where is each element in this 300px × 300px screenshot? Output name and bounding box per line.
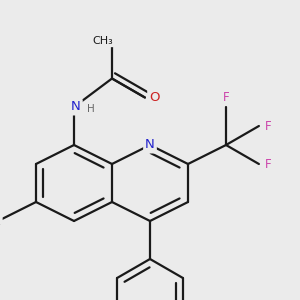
Text: CH₃: CH₃ [0,218,1,228]
Text: N: N [145,139,155,152]
Text: H: H [87,104,95,114]
Text: F: F [223,91,229,104]
Text: N: N [71,100,81,113]
Text: O: O [149,91,160,104]
Text: CH₃: CH₃ [92,35,113,46]
Text: F: F [265,119,272,133]
Text: F: F [265,158,272,170]
